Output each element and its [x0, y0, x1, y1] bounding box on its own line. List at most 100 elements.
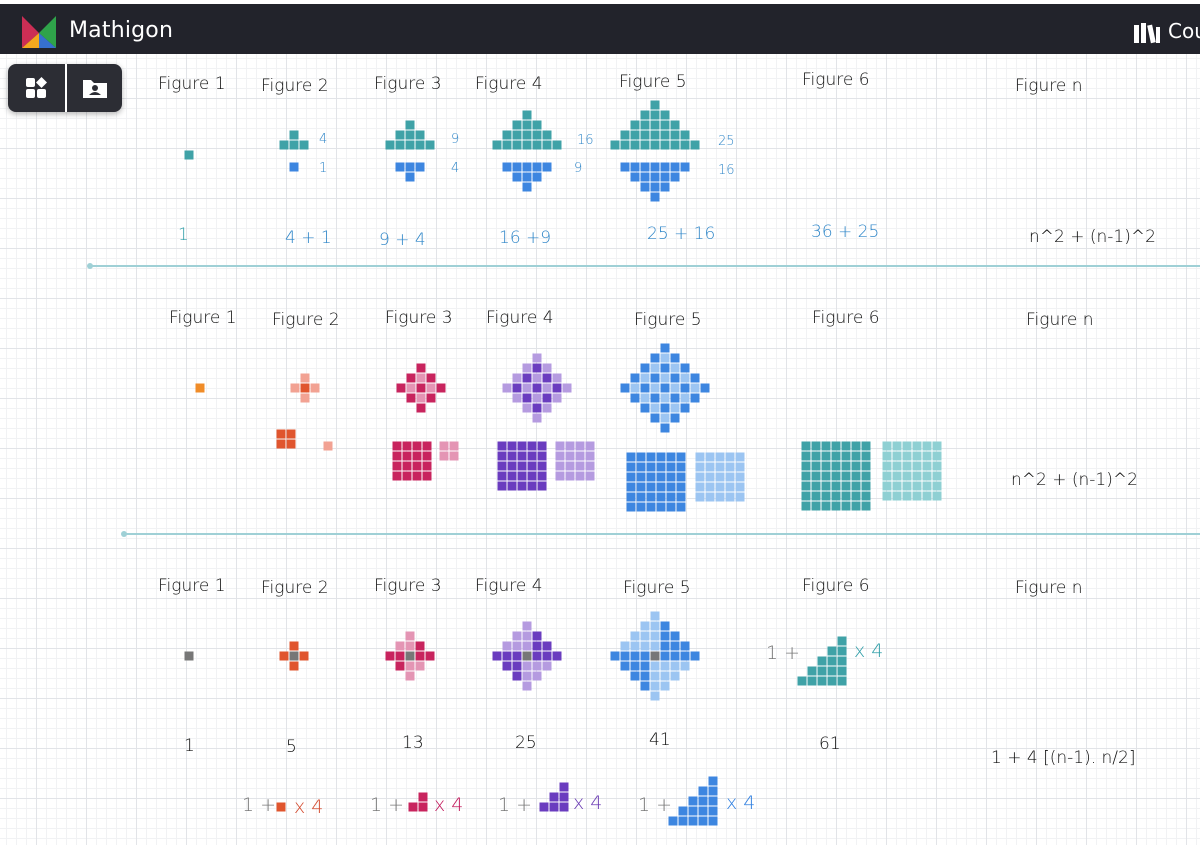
- tile[interactable]: [676, 462, 686, 472]
- tile[interactable]: [660, 343, 670, 353]
- tile[interactable]: [668, 816, 678, 826]
- tile[interactable]: [695, 462, 705, 472]
- tile[interactable]: [801, 491, 811, 501]
- tile[interactable]: [636, 452, 646, 462]
- tile[interactable]: [660, 423, 670, 433]
- tile[interactable]: [630, 393, 640, 403]
- tile[interactable]: [831, 461, 841, 471]
- tile[interactable]: [705, 462, 715, 472]
- tile[interactable]: [512, 641, 522, 651]
- tile[interactable]: [666, 492, 676, 502]
- tile[interactable]: [542, 651, 552, 661]
- tile[interactable]: [831, 501, 841, 511]
- tile[interactable]: [670, 353, 680, 363]
- tile[interactable]: [425, 140, 435, 150]
- tile[interactable]: [698, 786, 708, 796]
- tile[interactable]: [670, 172, 680, 182]
- tile[interactable]: [811, 501, 821, 511]
- tile[interactable]: [827, 646, 837, 656]
- tile[interactable]: [507, 471, 517, 481]
- tile[interactable]: [406, 393, 416, 403]
- tile[interactable]: [851, 471, 861, 481]
- tile[interactable]: [670, 651, 680, 661]
- tile[interactable]: [532, 130, 542, 140]
- tile[interactable]: [575, 451, 585, 461]
- tile[interactable]: [705, 492, 715, 502]
- tile[interactable]: [801, 451, 811, 461]
- tile[interactable]: [841, 481, 851, 491]
- tile[interactable]: [640, 393, 650, 403]
- tile[interactable]: [882, 471, 892, 481]
- tile[interactable]: [552, 373, 562, 383]
- tile[interactable]: [422, 451, 432, 461]
- tile[interactable]: [676, 452, 686, 462]
- tile[interactable]: [310, 383, 320, 393]
- tile[interactable]: [502, 651, 512, 661]
- tile[interactable]: [660, 182, 670, 192]
- tile[interactable]: [690, 393, 700, 403]
- tile[interactable]: [585, 441, 595, 451]
- files-button[interactable]: [67, 64, 123, 112]
- tile[interactable]: [861, 461, 871, 471]
- tile[interactable]: [801, 481, 811, 491]
- tile[interactable]: [405, 140, 415, 150]
- tile[interactable]: [532, 631, 542, 641]
- tile[interactable]: [640, 373, 650, 383]
- tile[interactable]: [497, 471, 507, 481]
- tile[interactable]: [542, 661, 552, 671]
- tile[interactable]: [817, 656, 827, 666]
- tile[interactable]: [837, 676, 847, 686]
- tile[interactable]: [412, 461, 422, 471]
- tile[interactable]: [725, 462, 735, 472]
- tile[interactable]: [676, 472, 686, 482]
- tile[interactable]: [797, 676, 807, 686]
- tile[interactable]: [882, 461, 892, 471]
- tile[interactable]: [670, 162, 680, 172]
- tile[interactable]: [646, 482, 656, 492]
- tile[interactable]: [698, 796, 708, 806]
- tile[interactable]: [861, 471, 871, 481]
- tile[interactable]: [620, 140, 630, 150]
- tile[interactable]: [415, 651, 425, 661]
- tile[interactable]: [640, 110, 650, 120]
- tile[interactable]: [912, 441, 922, 451]
- tile[interactable]: [902, 471, 912, 481]
- tile[interactable]: [660, 661, 670, 671]
- tile[interactable]: [841, 501, 851, 511]
- tile[interactable]: [522, 373, 532, 383]
- tile[interactable]: [385, 140, 395, 150]
- tile[interactable]: [276, 802, 286, 812]
- tile[interactable]: [640, 671, 650, 681]
- tile[interactable]: [882, 451, 892, 461]
- tile[interactable]: [912, 481, 922, 491]
- tile[interactable]: [406, 383, 416, 393]
- tile[interactable]: [286, 429, 296, 439]
- tile[interactable]: [416, 393, 426, 403]
- tile[interactable]: [630, 162, 640, 172]
- tile[interactable]: [735, 482, 745, 492]
- tile[interactable]: [851, 481, 861, 491]
- tile[interactable]: [626, 492, 636, 502]
- tile[interactable]: [522, 641, 532, 651]
- tile[interactable]: [660, 681, 670, 691]
- tile[interactable]: [705, 472, 715, 482]
- tile[interactable]: [892, 451, 902, 461]
- tile[interactable]: [666, 472, 676, 482]
- tile[interactable]: [690, 651, 700, 661]
- tile[interactable]: [922, 461, 932, 471]
- tile[interactable]: [289, 641, 299, 651]
- tile[interactable]: [841, 491, 851, 501]
- tile[interactable]: [837, 666, 847, 676]
- tile[interactable]: [640, 162, 650, 172]
- tile[interactable]: [650, 393, 660, 403]
- tile[interactable]: [542, 162, 552, 172]
- tile[interactable]: [735, 472, 745, 482]
- tile[interactable]: [532, 651, 542, 661]
- tile[interactable]: [646, 472, 656, 482]
- tile[interactable]: [932, 461, 942, 471]
- tile[interactable]: [512, 162, 522, 172]
- tile[interactable]: [542, 641, 552, 651]
- tile[interactable]: [405, 661, 415, 671]
- tile[interactable]: [532, 162, 542, 172]
- tile[interactable]: [837, 656, 847, 666]
